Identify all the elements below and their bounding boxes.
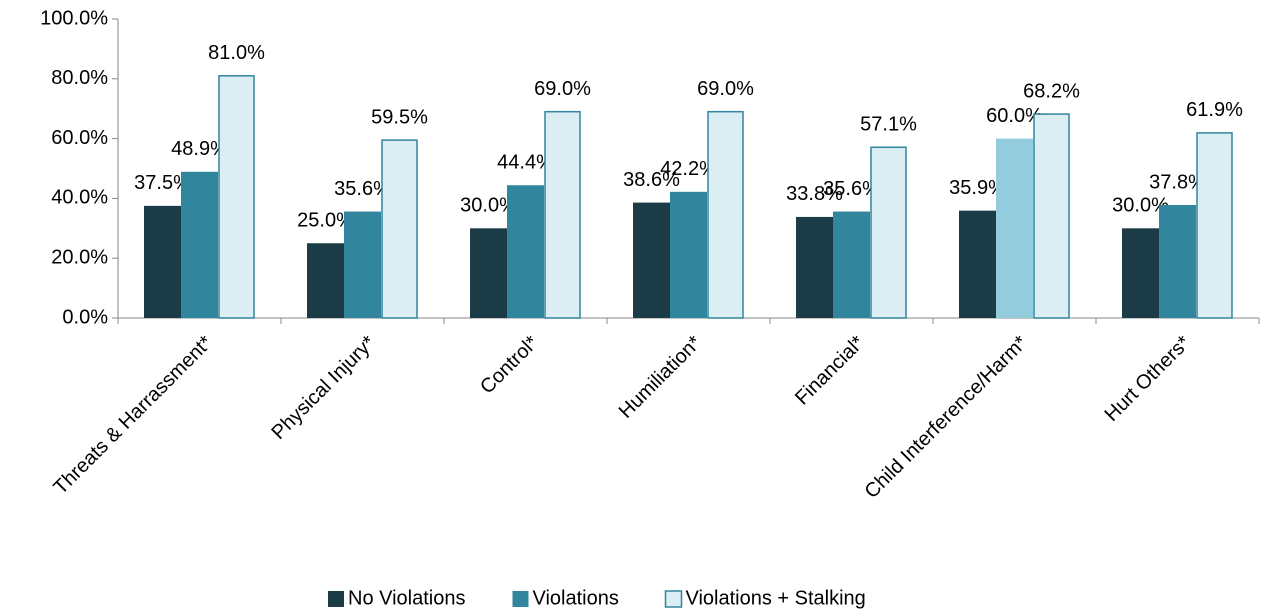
legend-swatch — [328, 591, 344, 607]
legend-swatch — [512, 591, 529, 607]
x-tick-label: Control* — [476, 332, 543, 399]
bar — [959, 210, 996, 318]
data-label: 69.0% — [534, 78, 591, 100]
data-label: 35.6% — [823, 178, 880, 200]
bar — [1122, 228, 1159, 318]
y-tick-label: 100.0% — [40, 7, 108, 29]
data-label: 37.5% — [134, 172, 191, 194]
bar — [633, 202, 670, 318]
legend-item: Violations — [512, 587, 619, 609]
data-label: 48.9% — [171, 138, 228, 160]
bar — [1196, 132, 1233, 319]
legend-swatch — [664, 590, 683, 608]
bar — [181, 171, 218, 318]
data-label: 61.9% — [1186, 99, 1243, 121]
bar — [544, 110, 581, 319]
data-label: 38.6% — [623, 169, 680, 191]
data-label: 33.8% — [786, 183, 843, 205]
x-tick-label: Hurt Others* — [1101, 332, 1195, 426]
data-label: 30.0% — [460, 195, 517, 217]
bar — [996, 138, 1033, 318]
x-tick-label: Humiliation* — [615, 332, 706, 423]
legend-item: No Violations — [328, 587, 465, 609]
bar — [670, 191, 707, 318]
bar — [707, 110, 744, 319]
x-tick-label: Physical Injury* — [268, 332, 380, 444]
legend-label: Violations — [533, 587, 619, 609]
bar — [307, 243, 344, 318]
data-label: 59.5% — [371, 106, 428, 128]
data-label: 60.0% — [986, 105, 1043, 127]
y-tick-label: 0.0% — [62, 306, 108, 328]
bar — [470, 228, 507, 318]
bar — [1159, 204, 1196, 318]
data-label: 44.4% — [497, 152, 554, 174]
data-label: 68.2% — [1023, 80, 1080, 102]
data-label: 35.6% — [334, 178, 391, 200]
bar — [381, 139, 418, 319]
data-label: 57.1% — [860, 114, 917, 136]
bar — [507, 185, 544, 318]
data-label: 81.0% — [208, 42, 265, 64]
y-tick-label: 20.0% — [51, 246, 108, 268]
y-tick-label: 80.0% — [51, 67, 108, 89]
legend-label: Violations + Stalking — [686, 587, 866, 609]
bar — [1033, 113, 1070, 319]
y-tick-label: 60.0% — [51, 127, 108, 149]
legend-item: Violations + Stalking — [664, 587, 866, 609]
bar — [144, 205, 181, 318]
bar — [833, 211, 870, 318]
bar — [796, 216, 833, 318]
data-label: 25.0% — [297, 210, 354, 232]
bar — [218, 75, 255, 319]
data-label: 69.0% — [697, 78, 754, 100]
legend-label: No Violations — [348, 587, 465, 609]
x-tick-label: Financial* — [791, 332, 869, 410]
x-tick-label: Child Interference/Harm* — [861, 332, 1032, 503]
data-label: 35.9% — [949, 177, 1006, 199]
data-label: 30.0% — [1112, 195, 1169, 217]
bar — [344, 211, 381, 318]
data-label: 37.8% — [1149, 171, 1206, 193]
data-label: 42.2% — [660, 158, 717, 180]
bar — [870, 146, 907, 319]
y-tick-label: 40.0% — [51, 187, 108, 209]
x-tick-label: Threats & Harrassment* — [50, 332, 217, 499]
